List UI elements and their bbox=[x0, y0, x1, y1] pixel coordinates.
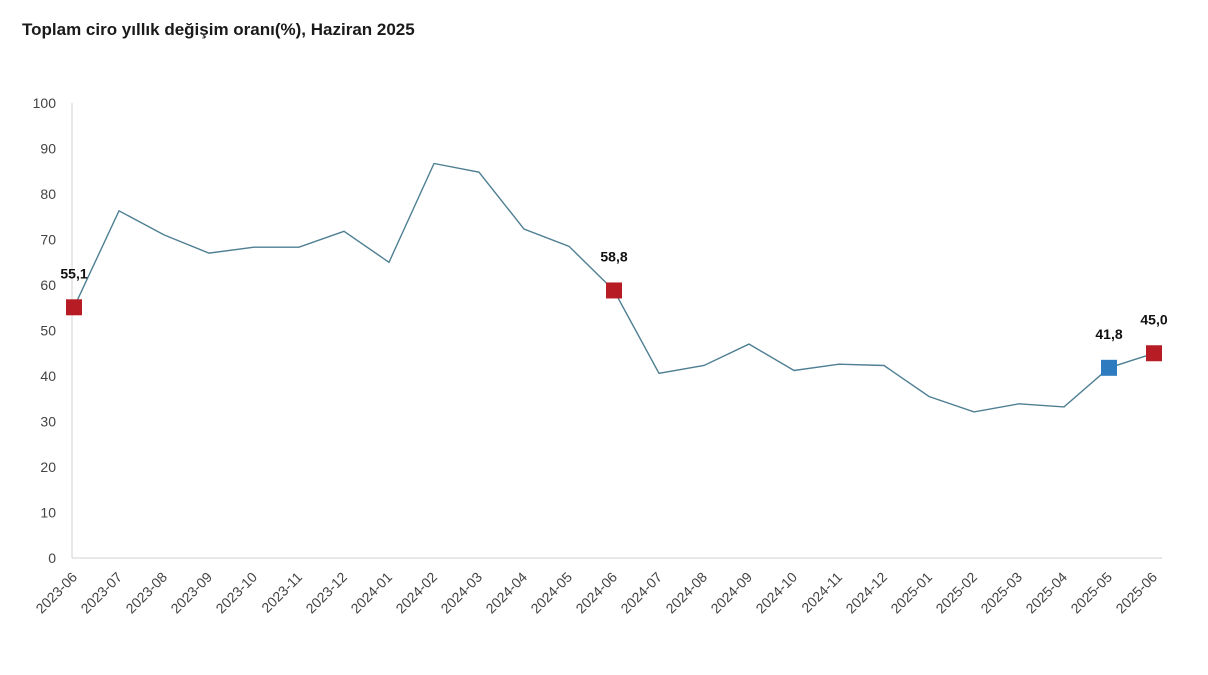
data-point-marker bbox=[1146, 345, 1162, 362]
axes bbox=[71, 103, 1162, 559]
y-tick-labels: 0 10 20 30 40 50 60 70 80 90 100 bbox=[33, 95, 57, 566]
x-tick-label: 2023-10 bbox=[212, 569, 260, 617]
data-label: 45,0 bbox=[1140, 311, 1167, 327]
data-label: 41,8 bbox=[1095, 326, 1122, 342]
x-tick-label: 2025-01 bbox=[887, 569, 935, 617]
data-point-marker bbox=[1101, 359, 1117, 376]
y-tick-label: 20 bbox=[40, 459, 56, 475]
x-tick-label: 2023-07 bbox=[77, 569, 125, 617]
y-tick-label: 30 bbox=[40, 414, 56, 430]
x-tick-label: 2024-01 bbox=[347, 569, 395, 617]
x-tick-label: 2024-03 bbox=[437, 569, 485, 617]
x-tick-label: 2023-11 bbox=[258, 569, 305, 616]
y-tick-label: 10 bbox=[40, 505, 56, 521]
markers bbox=[66, 282, 1162, 376]
y-tick-label: 100 bbox=[33, 95, 57, 111]
x-tick-label: 2024-07 bbox=[617, 569, 665, 617]
x-tick-label: 2023-06 bbox=[32, 569, 80, 617]
y-tick-label: 40 bbox=[40, 368, 56, 384]
x-tick-label: 2024-09 bbox=[707, 569, 755, 617]
x-tick-label: 2025-02 bbox=[932, 569, 980, 617]
x-tick-label: 2023-12 bbox=[302, 569, 350, 617]
x-tick-label: 2025-04 bbox=[1022, 569, 1070, 617]
x-tick-label: 2023-09 bbox=[167, 569, 215, 617]
x-tick-label: 2025-06 bbox=[1112, 569, 1160, 617]
x-tick-label: 2024-10 bbox=[752, 569, 800, 617]
data-label: 55,1 bbox=[60, 265, 87, 281]
x-tick-label: 2025-05 bbox=[1067, 569, 1115, 617]
x-tick-label: 2024-06 bbox=[572, 569, 620, 617]
y-tick-label: 90 bbox=[40, 141, 56, 157]
chart-title: Toplam ciro yıllık değişim oranı(%), Haz… bbox=[22, 20, 415, 39]
x-tick-label: 2024-02 bbox=[392, 569, 440, 617]
data-point-marker bbox=[606, 282, 622, 299]
data-label: 58,8 bbox=[600, 248, 627, 264]
data-point-marker bbox=[66, 299, 82, 316]
data-labels: 55,1 58,8 41,8 45,0 bbox=[60, 248, 1167, 341]
x-tick-label: 2024-04 bbox=[482, 569, 530, 617]
x-tick-label: 2024-08 bbox=[662, 569, 710, 617]
x-tick-label: 2024-11 bbox=[798, 569, 845, 616]
x-tick-label: 2024-12 bbox=[842, 569, 890, 617]
y-tick-label: 50 bbox=[40, 323, 56, 339]
y-tick-label: 70 bbox=[40, 232, 56, 248]
x-tick-label: 2023-08 bbox=[122, 569, 170, 617]
y-tick-label: 80 bbox=[40, 186, 56, 202]
x-tick-label: 2024-05 bbox=[527, 569, 575, 617]
x-tick-labels: 2023-062023-072023-082023-092023-102023-… bbox=[32, 569, 1160, 617]
x-tick-label: 2025-03 bbox=[977, 569, 1025, 617]
y-tick-label: 60 bbox=[40, 277, 56, 293]
y-tick-label: 0 bbox=[48, 550, 56, 566]
